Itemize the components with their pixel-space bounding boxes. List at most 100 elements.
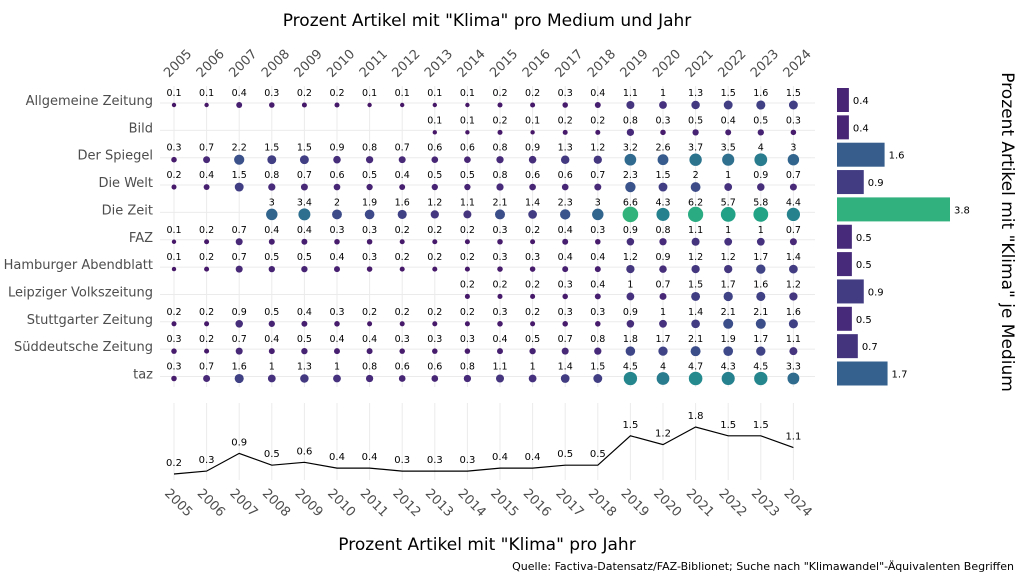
year-tick-label-bottom: 2012 bbox=[389, 486, 423, 520]
data-point bbox=[235, 265, 243, 273]
data-point-label: 0.3 bbox=[492, 252, 507, 263]
data-point-label: 1.4 bbox=[688, 307, 703, 318]
data-point bbox=[366, 266, 373, 272]
data-point-label: 0.9 bbox=[329, 143, 344, 154]
medium-bar-label: 3.8 bbox=[954, 205, 970, 216]
data-point bbox=[659, 292, 667, 300]
data-point-label: 1.1 bbox=[688, 225, 703, 236]
data-point bbox=[268, 348, 275, 355]
data-point-label: 1.1 bbox=[460, 197, 475, 208]
data-point-label: 0.7 bbox=[590, 170, 605, 181]
dot-matrix-panel: 2005200620072008200920102011201220132014… bbox=[4, 47, 815, 387]
data-point-label: 0.8 bbox=[492, 170, 507, 181]
data-point-label: 0.3 bbox=[525, 252, 540, 263]
annual-value-label: 1.2 bbox=[655, 429, 671, 440]
year-tick-label-top: 2007 bbox=[226, 47, 260, 81]
year-tick-label-top: 2018 bbox=[585, 47, 619, 81]
data-point bbox=[333, 183, 341, 191]
data-point bbox=[267, 374, 276, 383]
year-tick-label-bottom: 2016 bbox=[520, 486, 554, 520]
data-point bbox=[622, 206, 639, 223]
data-point bbox=[691, 291, 701, 301]
data-point-label: 3.5 bbox=[721, 143, 736, 154]
data-point bbox=[562, 129, 568, 135]
data-point bbox=[530, 239, 536, 245]
data-point bbox=[171, 156, 177, 163]
data-point-label: 0.6 bbox=[329, 170, 344, 181]
data-point-label: 0.3 bbox=[395, 334, 410, 345]
data-point-label: 2.3 bbox=[558, 197, 573, 208]
data-point bbox=[268, 265, 275, 273]
data-point-label: 0.5 bbox=[460, 170, 475, 181]
data-point bbox=[691, 264, 700, 274]
data-point bbox=[171, 348, 177, 354]
data-point bbox=[432, 348, 438, 354]
data-point bbox=[366, 238, 373, 245]
medium-label: Der Spiegel bbox=[78, 149, 153, 164]
year-tick-label-top: 2021 bbox=[683, 47, 717, 81]
data-point-label: 0.2 bbox=[492, 279, 507, 290]
data-point bbox=[721, 371, 735, 386]
data-point bbox=[234, 373, 244, 384]
annual-value-label: 0.3 bbox=[394, 455, 410, 466]
data-point-label: 0.2 bbox=[525, 225, 540, 236]
data-point-label: 1 bbox=[725, 170, 731, 181]
data-point bbox=[300, 183, 308, 191]
year-tick-label-top: 2011 bbox=[357, 47, 391, 81]
data-point bbox=[171, 184, 177, 190]
data-point-label: 0.4 bbox=[558, 252, 573, 263]
data-point bbox=[236, 102, 243, 108]
data-point bbox=[235, 238, 243, 246]
year-tick-label-top: 2016 bbox=[520, 47, 554, 81]
data-point-label: 1 bbox=[725, 225, 731, 236]
data-point-label: 0.6 bbox=[460, 143, 475, 154]
data-point-label: 0.3 bbox=[264, 88, 279, 99]
data-point bbox=[561, 183, 569, 191]
data-point-label: 1.5 bbox=[297, 143, 312, 154]
annual-value-label: 0.2 bbox=[166, 458, 182, 469]
data-point bbox=[754, 371, 768, 386]
data-point bbox=[755, 318, 766, 329]
data-point-label: 1.1 bbox=[623, 88, 638, 99]
data-point bbox=[724, 183, 733, 191]
data-point bbox=[562, 266, 569, 273]
data-point bbox=[756, 237, 765, 246]
data-point bbox=[658, 346, 668, 356]
year-tick-label-bottom: 2021 bbox=[683, 486, 717, 520]
data-point bbox=[756, 346, 766, 356]
year-tick-label-bottom: 2019 bbox=[618, 486, 652, 520]
data-point bbox=[623, 371, 638, 386]
data-point bbox=[786, 207, 801, 222]
data-point bbox=[235, 320, 243, 328]
bar-panel: 0.4 0.4 1.6 0.9 3.8 0.5 0.5 0.9 0.5 0.7 1.7 bbox=[837, 88, 970, 386]
data-point bbox=[430, 210, 439, 219]
data-point-label: 0.8 bbox=[460, 362, 475, 373]
data-point bbox=[497, 266, 503, 272]
data-point-label: 4.5 bbox=[753, 362, 768, 373]
data-point bbox=[722, 153, 735, 166]
data-point-label: 1.7 bbox=[753, 252, 768, 263]
data-point-label: 0.7 bbox=[558, 334, 573, 345]
medium-label: taz bbox=[133, 368, 153, 383]
data-point bbox=[787, 372, 800, 385]
data-point bbox=[301, 320, 308, 327]
data-point-label: 2.6 bbox=[655, 143, 670, 154]
data-point bbox=[267, 155, 277, 165]
medium-label: FAZ bbox=[129, 231, 153, 246]
data-point-label: 0.4 bbox=[232, 88, 247, 99]
data-point-label: 2.1 bbox=[688, 334, 703, 345]
data-point-label: 0.8 bbox=[362, 362, 377, 373]
data-point-label: 4.5 bbox=[623, 362, 638, 373]
year-tick-label-top: 2017 bbox=[552, 47, 586, 81]
annual-value-label: 0.5 bbox=[590, 449, 606, 460]
medium-label: Süddeutsche Zeitung bbox=[14, 340, 153, 355]
data-point-label: 0.2 bbox=[492, 88, 507, 99]
data-point-label: 0.5 bbox=[297, 252, 312, 263]
data-point bbox=[724, 264, 733, 274]
annual-value-label: 1.5 bbox=[720, 420, 736, 431]
data-point-label: 0.3 bbox=[590, 307, 605, 318]
data-point-label: 0.5 bbox=[264, 252, 279, 263]
data-point bbox=[364, 209, 375, 220]
data-point-label: 1.5 bbox=[786, 88, 801, 99]
data-point-label: 1.5 bbox=[721, 88, 736, 99]
